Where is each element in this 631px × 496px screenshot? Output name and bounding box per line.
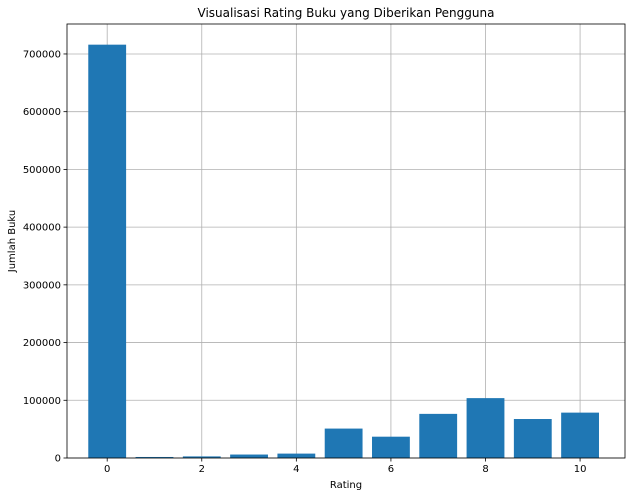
bar-rating-6 [372,436,410,458]
y-axis: 0 100000 200000 300000 400000 500000 600000 700… [23,49,67,465]
bar-rating-1 [135,456,174,458]
bar-rating-0 [88,44,127,459]
y-tick-label: 500000 [23,165,61,176]
bar-rating-8 [466,398,505,458]
y-tick-label: 100000 [23,396,61,407]
y-tick-label: 700000 [23,49,61,60]
plot-frame [66,23,626,459]
y-tick-label: 0 [55,454,61,465]
bar-rating-7 [419,413,458,458]
x-tick-label: 4 [293,464,299,475]
y-tick-label: 600000 [23,107,61,118]
x-tick-label: 10 [574,464,587,475]
bar-rating-5 [324,428,363,458]
x-tick-label: 8 [482,464,488,475]
x-tick-label: 2 [199,464,205,475]
grid [67,24,625,459]
y-tick-label: 200000 [23,338,61,349]
y-tick-label: 400000 [23,223,61,234]
x-axis-title: Rating [330,480,362,491]
x-tick-label: 6 [388,464,394,475]
x-axis: 0 2 4 6 8 10 [104,458,586,475]
bars [88,44,599,459]
bar-rating-9 [513,419,552,458]
y-tick-label: 300000 [23,280,61,291]
bar-rating-4 [277,453,316,458]
bar-rating-3 [230,454,268,458]
x-tick-label: 0 [104,464,110,475]
chart-title: Visualisasi Rating Buku yang Diberikan P… [198,6,495,20]
bar-rating-10 [561,412,599,458]
y-axis-title: Jumlah Buku [7,210,18,273]
bar-rating-2 [182,456,221,458]
